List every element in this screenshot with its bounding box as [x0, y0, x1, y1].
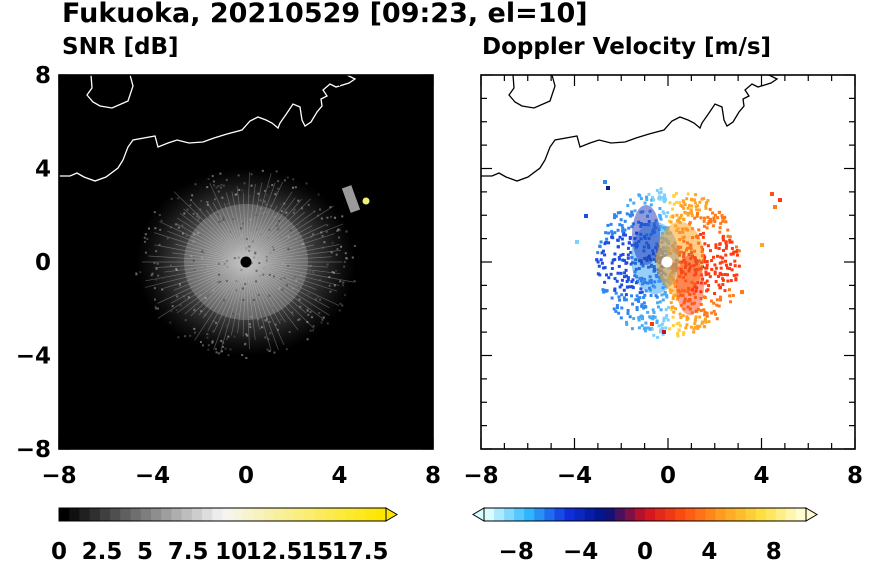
snr-colorbar-tick-label: 15	[301, 539, 333, 565]
doppler-colorbar-tick-label: −4	[563, 539, 598, 565]
doppler-panel-title: Doppler Velocity [m/s]	[482, 34, 772, 60]
snr-colorbar-tick-label: 0	[51, 539, 67, 565]
snr-echo-field	[59, 75, 370, 360]
doppler-colorbar-tick-label: 8	[766, 539, 782, 565]
doppler-echo-field	[481, 75, 782, 339]
snr-colorbar-tick-label: 5	[137, 539, 153, 565]
snr-colorbar-tick-label: 10	[215, 539, 247, 565]
snr-ytick-label: 4	[35, 157, 51, 183]
doppler-colorbar-tick-label: 0	[637, 539, 653, 565]
doppler-xtick-label: −8	[463, 463, 498, 489]
doppler-colorbar-tick-label: −8	[499, 539, 534, 565]
snr-xtick-label: −4	[135, 463, 170, 489]
doppler-axes: −8 −4 0 4 8	[463, 74, 863, 489]
doppler-radar-site	[661, 256, 673, 268]
snr-clutter-target	[341, 185, 361, 213]
snr-xtick-label: 4	[331, 463, 347, 489]
snr-xtick-label: 8	[425, 463, 441, 489]
snr-coastline	[59, 75, 357, 182]
figure-title: Fukuoka, 20210529 [09:23, el=10]	[62, 0, 588, 29]
doppler-colorbar-tick-label: 4	[701, 539, 717, 565]
doppler-xtick-label: 8	[847, 463, 863, 489]
snr-colorbar-tick-label: 2.5	[82, 539, 123, 565]
doppler-xtick-label: −4	[557, 463, 592, 489]
snr-radar-site	[240, 256, 252, 268]
snr-xtick-label: −8	[41, 463, 76, 489]
doppler-xtick-label: 4	[753, 463, 769, 489]
snr-ytick-label: −8	[16, 437, 51, 463]
doppler-xtick-label: 0	[660, 463, 676, 489]
snr-colorbar-tick-label: 12.5	[246, 539, 303, 565]
snr-xtick-label: 0	[238, 463, 254, 489]
doppler-coastline	[481, 75, 779, 182]
snr-axes: −8 −4 0 4 8 8 4 0 −4 −8	[16, 63, 441, 489]
doppler-colorbar: −8 −4 0 4 8	[472, 507, 818, 565]
snr-ytick-label: −4	[16, 344, 51, 370]
snr-colorbar-tick-label: 7.5	[168, 539, 209, 565]
snr-panel-title: SNR [dB]	[62, 34, 179, 60]
snr-colorbar-tick-label: 17.5	[332, 539, 389, 565]
snr-ytick-label: 8	[35, 63, 51, 89]
snr-ytick-label: 0	[35, 250, 51, 276]
